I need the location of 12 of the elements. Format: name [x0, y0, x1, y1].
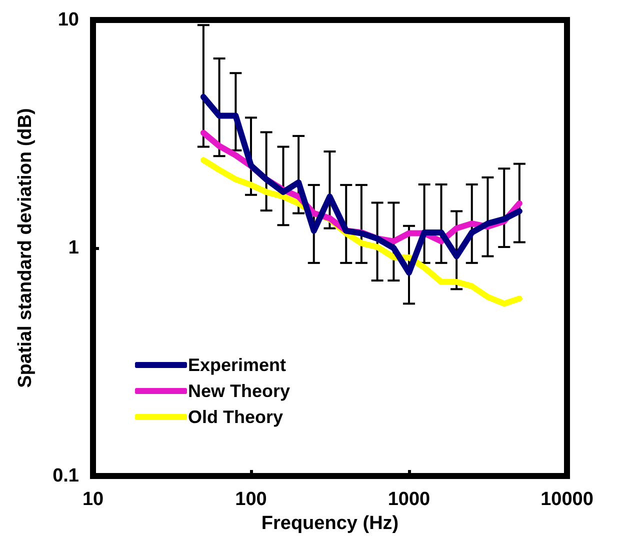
legend-label: Old Theory [188, 407, 284, 427]
y-tick-label: 0.1 [52, 466, 80, 486]
x-tick-label: 1000 [388, 489, 430, 510]
x-tick-label: 10 [82, 489, 104, 510]
x-axis-title: Frequency (Hz) [261, 513, 399, 534]
y-axis-title: Spatial standard deviation (dB) [15, 108, 36, 388]
legend-label: New Theory [188, 381, 290, 401]
x-tick-label: 10000 [540, 489, 594, 510]
legend-label: Experiment [188, 355, 286, 375]
y-tick-label: 1 [68, 238, 80, 258]
x-tick-label: 100 [235, 489, 267, 510]
y-tick-label: 10 [58, 10, 79, 30]
